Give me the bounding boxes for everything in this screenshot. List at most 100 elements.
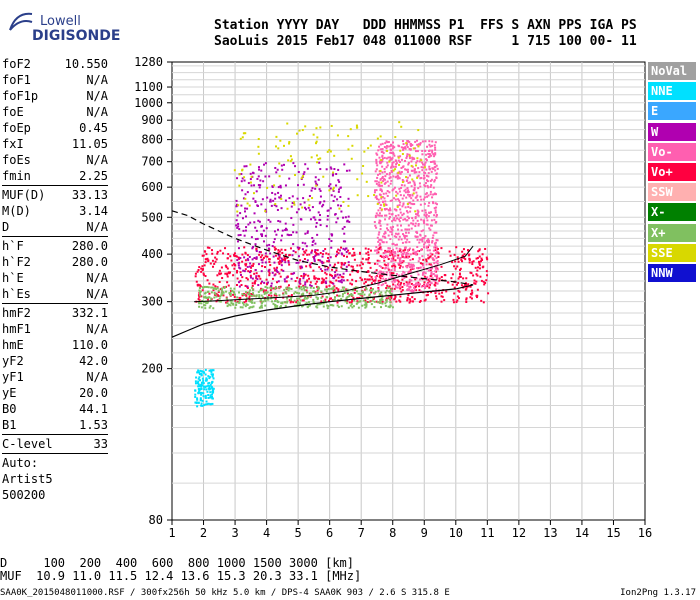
echo-point bbox=[367, 258, 370, 261]
echo-point bbox=[375, 226, 378, 229]
echo-point bbox=[225, 301, 228, 304]
echo-point bbox=[382, 241, 385, 244]
echo-point bbox=[284, 199, 287, 202]
footer-table: D 100 200 400 600 800 1000 1500 3000 [km… bbox=[0, 557, 361, 583]
echo-point bbox=[208, 376, 211, 379]
echo-point bbox=[270, 204, 273, 207]
echo-point bbox=[413, 169, 416, 172]
echo-point bbox=[280, 264, 283, 267]
echo-point bbox=[233, 262, 236, 265]
echo-point bbox=[259, 289, 262, 292]
echo-point bbox=[435, 297, 438, 300]
echo-point bbox=[254, 243, 257, 246]
echo-point bbox=[380, 196, 383, 199]
echo-point bbox=[443, 299, 446, 302]
echo-point bbox=[215, 292, 218, 295]
echo-point bbox=[410, 279, 413, 282]
echo-point bbox=[394, 219, 397, 222]
echo-point bbox=[424, 298, 427, 301]
echo-point bbox=[407, 193, 410, 196]
echo-point bbox=[436, 167, 439, 170]
echo-point bbox=[401, 197, 404, 200]
echo-point bbox=[326, 218, 329, 221]
echo-point bbox=[398, 285, 401, 288]
echo-point bbox=[199, 379, 202, 382]
echo-point bbox=[411, 217, 414, 220]
echo-point bbox=[214, 287, 217, 290]
param-value: 33.13 bbox=[71, 188, 108, 202]
echo-point bbox=[253, 272, 256, 275]
echo-point bbox=[407, 252, 410, 255]
echo-point bbox=[318, 202, 321, 205]
echo-point bbox=[262, 180, 265, 183]
echo-point bbox=[199, 384, 202, 387]
echo-point bbox=[381, 148, 384, 151]
echo-point bbox=[447, 281, 450, 284]
echo-point bbox=[428, 212, 431, 215]
echo-point bbox=[426, 285, 429, 288]
echo-point bbox=[485, 270, 488, 273]
echo-point bbox=[286, 233, 289, 236]
echo-point bbox=[412, 192, 415, 195]
echo-point bbox=[429, 268, 432, 271]
echo-point bbox=[404, 159, 407, 162]
echo-point bbox=[343, 254, 346, 257]
echo-point bbox=[294, 174, 297, 177]
param-separator bbox=[2, 453, 108, 454]
echo-point bbox=[194, 401, 197, 404]
echo-point bbox=[347, 249, 350, 252]
echo-point bbox=[359, 264, 362, 267]
echo-point bbox=[433, 155, 436, 158]
echo-point bbox=[296, 302, 299, 305]
echo-point bbox=[405, 142, 408, 145]
echo-point bbox=[269, 198, 272, 201]
echo-point bbox=[409, 289, 412, 292]
echo-point bbox=[197, 298, 200, 301]
legend: NoVal NNE E W Vo- Vo+ SSW X- X+ SSE NNW bbox=[648, 62, 696, 284]
echo-point bbox=[389, 226, 392, 229]
echo-point bbox=[451, 273, 454, 276]
echo-point bbox=[475, 280, 478, 283]
echo-point bbox=[378, 184, 381, 187]
echo-point bbox=[319, 126, 322, 129]
echo-point bbox=[412, 284, 415, 287]
echo-point bbox=[347, 264, 350, 267]
echo-point bbox=[253, 301, 256, 304]
echo-point bbox=[415, 282, 418, 285]
echo-point bbox=[248, 299, 251, 302]
echo-point bbox=[308, 292, 311, 295]
echo-point bbox=[264, 234, 267, 237]
echo-point bbox=[257, 219, 260, 222]
echo-point bbox=[198, 305, 201, 308]
echo-point bbox=[375, 158, 378, 161]
echo-point bbox=[255, 250, 258, 253]
legend-item-w: W bbox=[648, 122, 696, 141]
echo-point bbox=[417, 145, 420, 148]
echo-point bbox=[436, 239, 439, 242]
echo-point bbox=[430, 154, 433, 157]
echo-point bbox=[340, 263, 343, 266]
echo-point bbox=[300, 265, 303, 268]
echo-point bbox=[421, 169, 424, 172]
echo-point bbox=[385, 264, 388, 267]
echo-point bbox=[422, 272, 425, 275]
echo-point bbox=[426, 245, 429, 248]
echo-point bbox=[280, 257, 283, 260]
echo-point bbox=[427, 239, 430, 242]
echo-point bbox=[428, 140, 431, 143]
echo-point bbox=[297, 208, 300, 211]
echo-point bbox=[310, 293, 313, 296]
echo-point bbox=[359, 251, 362, 254]
echo-point bbox=[470, 272, 473, 275]
echo-point bbox=[293, 201, 296, 204]
echo-point bbox=[236, 226, 239, 229]
echo-point bbox=[337, 288, 340, 291]
echo-point bbox=[337, 276, 340, 279]
echo-point bbox=[432, 153, 435, 156]
echo-point bbox=[329, 304, 332, 307]
echo-point bbox=[465, 298, 468, 301]
echo-point bbox=[203, 388, 206, 391]
echo-point bbox=[385, 287, 388, 290]
echo-point bbox=[420, 285, 423, 288]
echo-point bbox=[423, 275, 426, 278]
